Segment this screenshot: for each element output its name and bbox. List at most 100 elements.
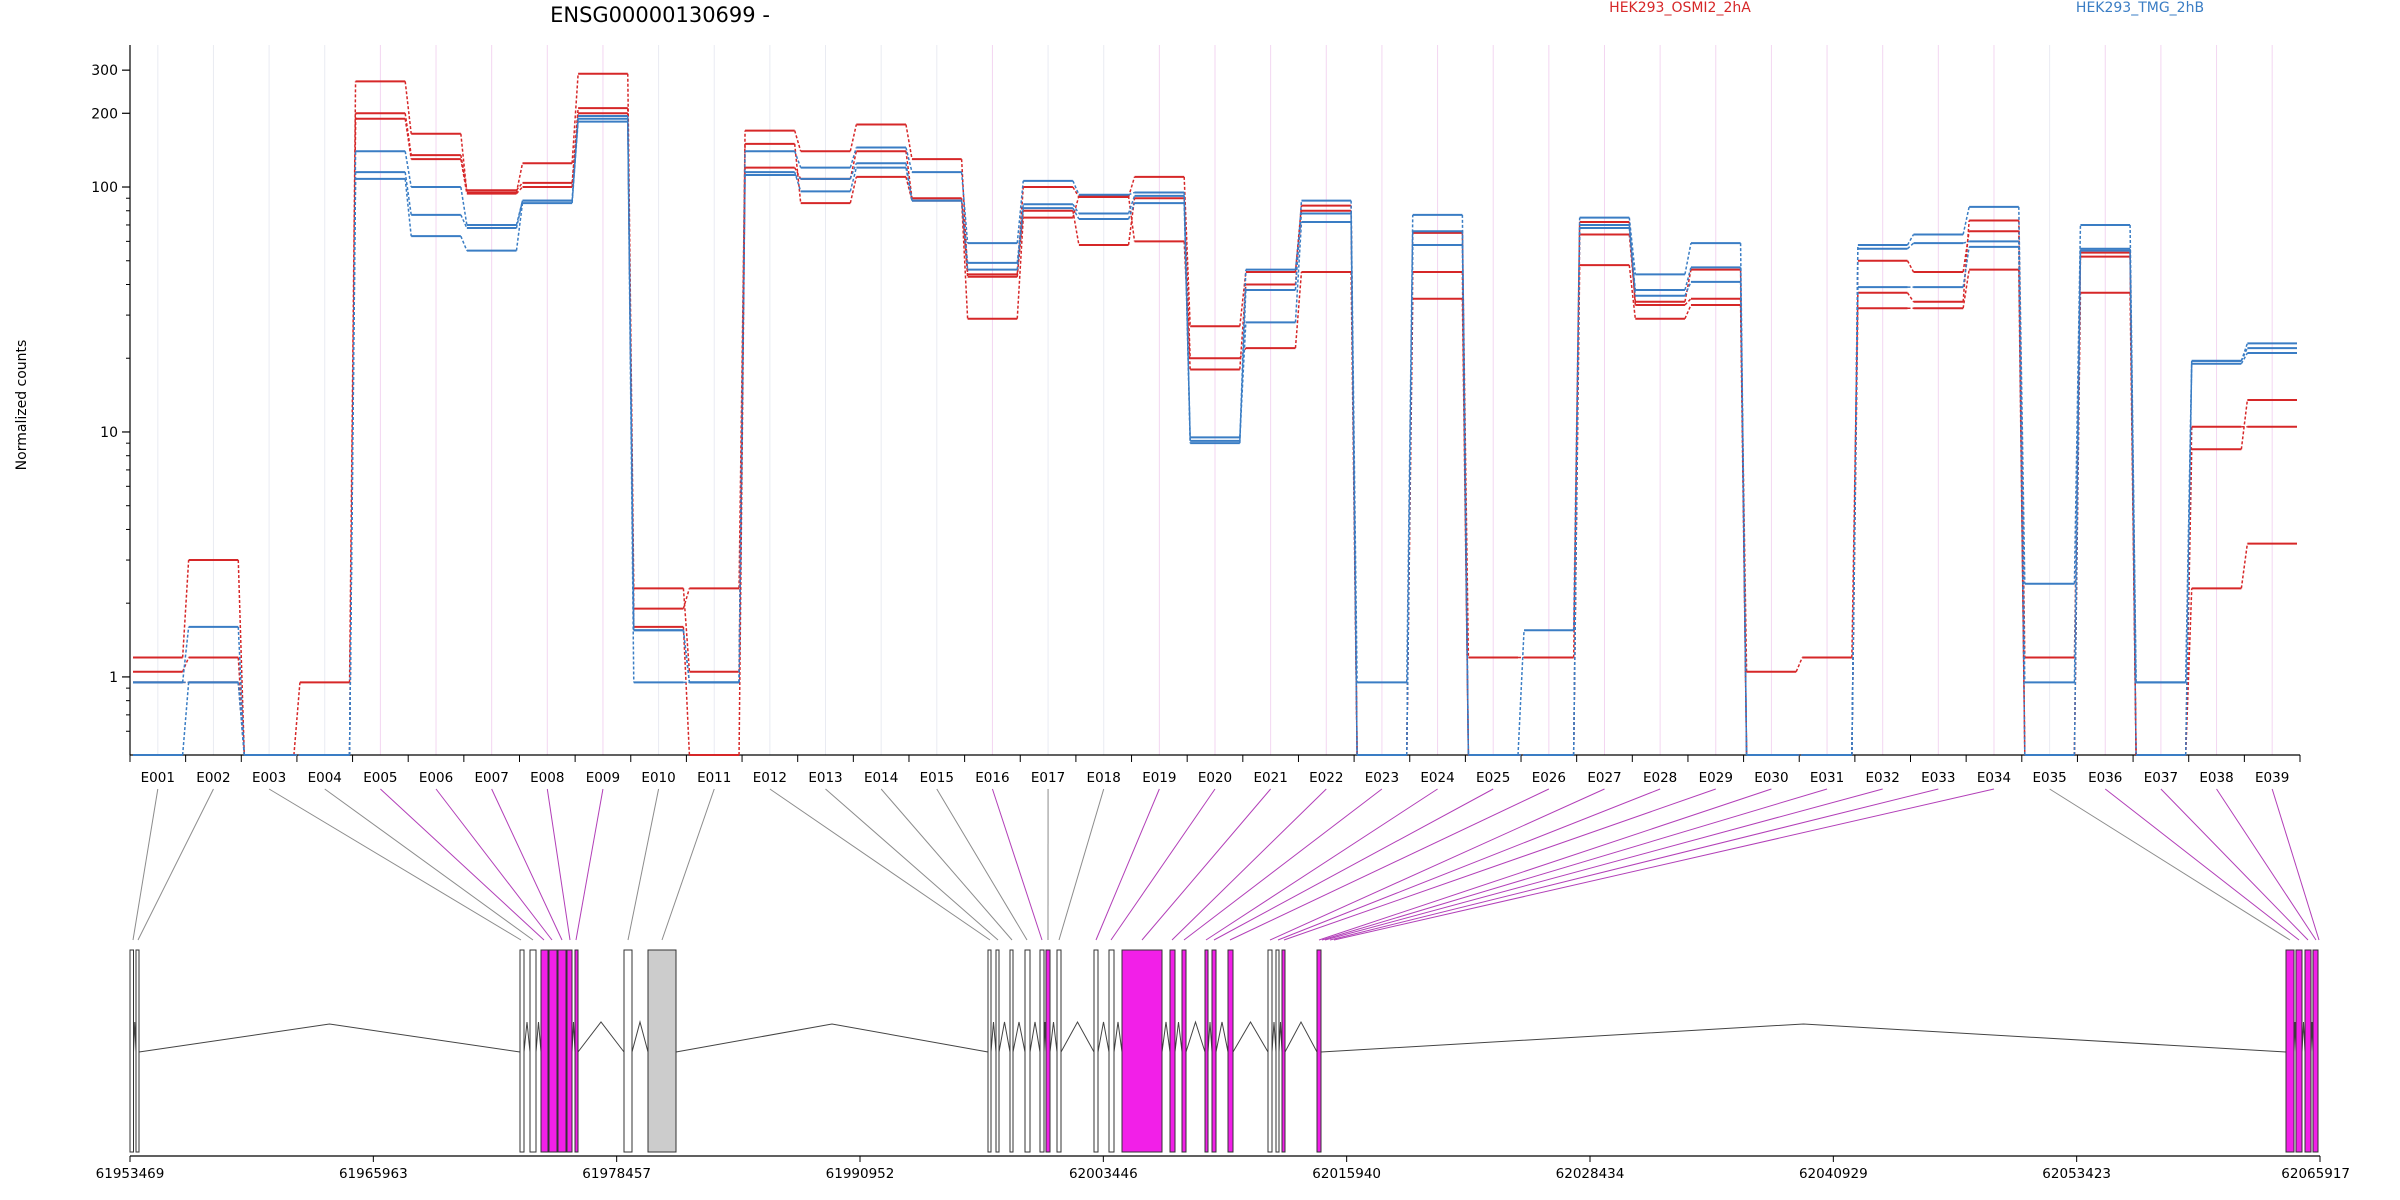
series-transition — [960, 172, 969, 244]
series-transition — [2240, 343, 2249, 362]
series-transition — [1684, 281, 1692, 297]
series-transition — [181, 657, 190, 673]
x-tick-label: E019 — [1142, 770, 1176, 786]
series-transition — [460, 235, 468, 251]
series-transition — [181, 560, 190, 658]
exon-connector — [1329, 788, 1939, 941]
series-transition — [1294, 271, 1303, 349]
series-transition — [1127, 195, 1136, 242]
series-transition — [960, 200, 969, 270]
intron-line — [1012, 1021, 1026, 1053]
intron-line — [138, 1023, 521, 1053]
series-transition — [181, 626, 190, 683]
x-tick-label: E028 — [1643, 770, 1677, 786]
intron-line — [1207, 1021, 1213, 1053]
series-transition — [682, 588, 691, 609]
exon-box — [135, 949, 140, 1153]
series-transition — [849, 176, 858, 204]
x-tick-label: E026 — [1532, 770, 1566, 786]
x-tick-label: E001 — [141, 770, 175, 786]
series-transition — [960, 198, 969, 277]
coordinate-label: 62065917 — [2281, 1166, 2350, 1182]
series-transition — [1350, 213, 1358, 756]
series-transition — [1461, 244, 1470, 756]
x-tick-label: E013 — [808, 770, 842, 786]
intron-line — [535, 1021, 542, 1053]
exon-connector — [1283, 788, 1716, 941]
exon-box-highlighted — [2304, 949, 2312, 1153]
coordinate-label: 62003446 — [1069, 1166, 1138, 1182]
x-tick-label: E008 — [530, 770, 564, 786]
exon-connector — [1269, 788, 1605, 941]
series-transition — [1016, 208, 1025, 270]
exon-box-highlighted — [574, 949, 579, 1153]
series-transition — [1294, 213, 1303, 270]
series-transition — [2240, 543, 2249, 589]
series-transition — [237, 626, 246, 756]
series-transition — [1294, 205, 1303, 273]
exon-connector — [132, 788, 159, 941]
x-tick-label: E020 — [1198, 770, 1232, 786]
series-transition — [1461, 231, 1470, 756]
series-transition — [1072, 207, 1080, 220]
exon-box — [1093, 949, 1099, 1153]
series-transition — [849, 147, 858, 168]
x-tick-label: E007 — [475, 770, 509, 786]
x-tick-label: E003 — [252, 770, 286, 786]
exon-box — [1267, 949, 1273, 1153]
coordinate-label: 61978457 — [582, 1166, 651, 1182]
series-transition — [1962, 269, 1970, 309]
exon-box — [623, 949, 633, 1153]
exon-connector — [1213, 788, 1494, 941]
series-transition — [2129, 250, 2137, 756]
exon-box-highlighted — [2312, 949, 2319, 1153]
x-tick-label: E033 — [1921, 770, 1955, 786]
series-transition — [1962, 240, 1970, 244]
exon-box-highlighted — [1181, 949, 1187, 1153]
exon-connector — [2104, 788, 2300, 941]
x-tick-label: E034 — [1977, 770, 2011, 786]
exon-box-highlighted — [1211, 949, 1217, 1153]
series-transition — [1962, 220, 1970, 302]
exon-box — [1009, 949, 1014, 1153]
series-transition — [849, 163, 858, 180]
x-tick-label: E018 — [1087, 770, 1121, 786]
exon-box — [1024, 949, 1031, 1153]
series-transition — [1628, 265, 1637, 319]
series-transition — [404, 81, 412, 134]
series-transition — [1795, 657, 1803, 673]
coordinate-label: 62028434 — [1556, 1166, 1625, 1182]
exon-box — [129, 949, 134, 1153]
exon-connector — [880, 788, 1013, 941]
exon-connector — [546, 788, 571, 941]
intron-line — [523, 1021, 531, 1053]
series-transition — [793, 150, 802, 168]
series-transition — [682, 630, 691, 683]
series-transition — [571, 121, 579, 204]
intron-line — [675, 1023, 989, 1053]
intron-line — [998, 1021, 1011, 1053]
intron-line — [1284, 1020, 1318, 1053]
series-transition — [2018, 246, 2026, 756]
series-transition — [1684, 243, 1692, 275]
series-transition — [293, 682, 301, 756]
series-transition — [460, 214, 468, 229]
series-transition — [1572, 228, 1581, 756]
x-axis: E001 E002 E003 E004 E005 E006 E007 E008 E009 E010… — [129, 754, 2301, 786]
coordinate-label: 62053423 — [2042, 1166, 2111, 1182]
y-axis-label: Normalized counts — [14, 340, 30, 471]
exon-box — [647, 949, 677, 1153]
exon-connector — [1058, 788, 1105, 941]
series-transition — [460, 158, 468, 194]
x-tick-label: E011 — [697, 770, 731, 786]
x-tick-label: E005 — [363, 770, 397, 786]
x-tick-label: E025 — [1476, 770, 1510, 786]
exon-box-highlighted — [1281, 949, 1286, 1153]
series-transition — [1127, 195, 1136, 214]
exon-box-highlighted — [1204, 949, 1209, 1153]
series-transition — [404, 172, 412, 215]
series-transition — [849, 167, 858, 192]
y-axis: 1 10 100 200 300 — [91, 45, 131, 755]
intron-line — [577, 1021, 625, 1053]
